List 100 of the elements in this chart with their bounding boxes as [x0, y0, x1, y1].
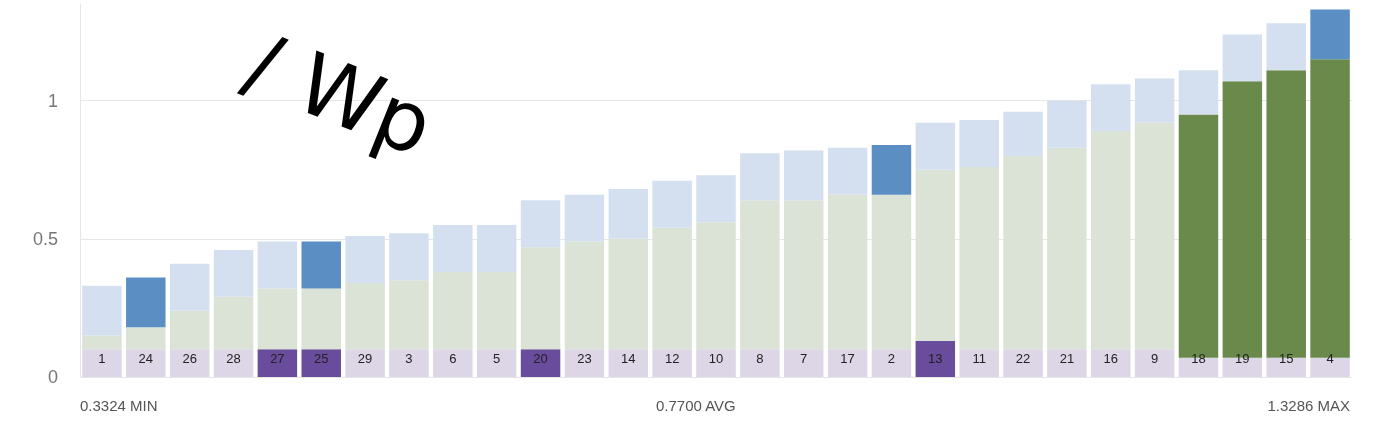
bar — [476, 272, 517, 350]
bar — [345, 283, 385, 350]
x-tick-label: 27 — [270, 351, 285, 366]
x-tick-label: 14 — [621, 351, 636, 366]
x-tick-label: 16 — [1103, 351, 1118, 366]
bar — [564, 349, 605, 377]
bar — [564, 194, 605, 242]
x-tick-label: 23 — [577, 351, 592, 366]
bar — [1310, 9, 1350, 60]
bar — [476, 225, 517, 273]
bar — [301, 349, 341, 377]
bar — [1091, 131, 1131, 350]
bar — [433, 349, 473, 377]
bar — [915, 169, 956, 342]
x-tick-label: 20 — [533, 351, 548, 366]
bar — [1047, 100, 1087, 148]
bar — [520, 247, 561, 350]
x-tick-label: 10 — [708, 351, 724, 366]
bar — [1003, 155, 1043, 350]
x-tick-label: 26 — [182, 351, 197, 366]
bar — [652, 227, 692, 350]
x-tick-label: 3 — [405, 351, 413, 366]
text: 0.7700 AVG — [656, 397, 736, 414]
x-tick-label: 21 — [1059, 351, 1075, 366]
bar — [1047, 349, 1087, 377]
x-tick-label: 8 — [756, 351, 764, 366]
bar — [301, 241, 341, 289]
bar — [915, 341, 956, 377]
bar — [345, 349, 385, 377]
bar — [301, 288, 341, 350]
x-tick-label: 1 — [98, 351, 106, 366]
bar — [783, 150, 824, 201]
x-tick-label: 6 — [449, 351, 457, 366]
bar — [1222, 34, 1263, 82]
bar — [783, 349, 824, 377]
bar — [740, 153, 780, 201]
bar — [213, 349, 254, 377]
bar — [652, 180, 692, 228]
bar — [1003, 349, 1043, 377]
bar — [520, 349, 561, 377]
bar — [696, 222, 736, 350]
bar — [345, 236, 385, 284]
bar — [652, 349, 692, 377]
bar — [389, 233, 429, 281]
bar — [476, 349, 517, 377]
bar — [959, 120, 999, 168]
bar — [696, 175, 736, 223]
bar — [740, 349, 780, 377]
bar — [915, 122, 956, 170]
bar — [1178, 70, 1219, 115]
bar — [827, 147, 868, 195]
bar — [257, 288, 298, 350]
bar — [1134, 122, 1175, 350]
bar — [959, 167, 999, 350]
x-tick-label: 28 — [226, 351, 241, 366]
bar — [1134, 349, 1175, 377]
bar — [740, 200, 780, 350]
bar — [783, 200, 824, 350]
x-tick-label: 2 — [887, 351, 896, 366]
bar — [608, 238, 649, 350]
bar — [827, 349, 868, 377]
bar — [389, 349, 429, 377]
bar — [389, 280, 429, 350]
bar — [169, 349, 210, 377]
bar — [827, 194, 868, 350]
bar — [1134, 78, 1175, 123]
x-tick-label: 22 — [1015, 351, 1031, 366]
bar — [213, 249, 254, 297]
bar — [1047, 147, 1087, 350]
bar — [696, 349, 736, 377]
x-tick-label: 7 — [800, 351, 808, 366]
bar — [126, 349, 166, 377]
y-tick-label: 0 — [47, 367, 58, 387]
x-tick-label: 5 — [493, 351, 501, 366]
y-tick-label: 0.5 — [32, 228, 58, 249]
bar — [126, 277, 166, 328]
bar — [257, 349, 298, 377]
x-tick-label: 24 — [138, 351, 154, 366]
bar — [126, 327, 166, 350]
bar — [1091, 84, 1131, 132]
bar — [433, 272, 473, 350]
annotation: / Wp — [232, 13, 447, 176]
bar — [1266, 23, 1306, 71]
bar — [608, 349, 649, 377]
text: 1.3286 MAX — [1267, 397, 1351, 414]
bar — [871, 349, 912, 377]
text: 0.3324 MIN — [80, 397, 158, 414]
bar — [1003, 111, 1043, 156]
x-tick-label: 9 — [1151, 351, 1159, 366]
bar — [871, 144, 912, 195]
x-tick-label: 13 — [928, 351, 943, 366]
bar — [169, 263, 210, 311]
bar — [520, 200, 561, 248]
x-tick-label: 11 — [972, 351, 986, 366]
x-tick-label: 12 — [664, 351, 680, 366]
x-tick-label: 17 — [840, 351, 855, 366]
bar — [871, 194, 912, 350]
bar — [213, 296, 254, 350]
bar — [959, 349, 999, 377]
y-tick-label: 1 — [47, 90, 58, 111]
